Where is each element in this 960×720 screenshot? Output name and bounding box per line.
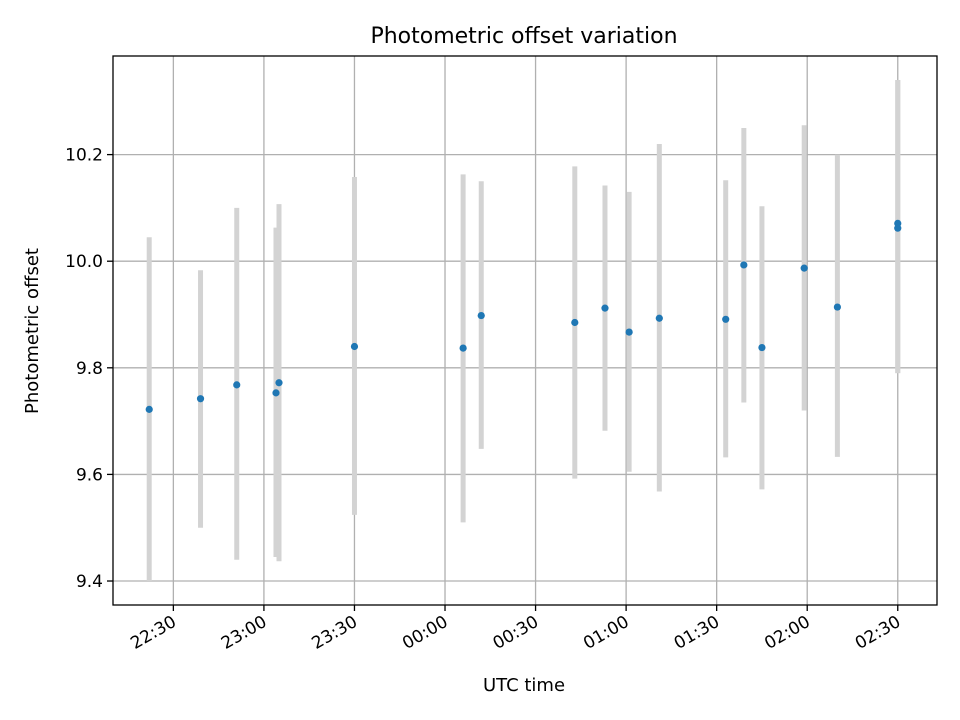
y-tick-label: 10.2 <box>65 146 103 166</box>
data-point <box>800 264 808 272</box>
data-point <box>722 315 730 323</box>
data-point <box>740 261 748 269</box>
x-tick-label: 00:00 <box>399 612 451 654</box>
data-point <box>571 318 579 327</box>
y-tick-label: 9.4 <box>76 572 103 592</box>
data-point <box>655 314 663 322</box>
y-axis-label: Photometric offset <box>22 248 43 414</box>
data-point <box>350 342 359 351</box>
x-tick-label: 02:00 <box>761 612 813 654</box>
data-point <box>272 389 280 397</box>
data-point <box>601 304 609 312</box>
data-point <box>477 311 485 320</box>
data-point <box>275 379 283 387</box>
data-point <box>459 344 467 352</box>
x-tick-label: 01:30 <box>671 612 723 654</box>
data-point <box>894 224 902 232</box>
data-point <box>145 405 153 413</box>
x-axis-label: UTC time <box>483 675 565 696</box>
x-tick-label: 23:00 <box>218 612 270 654</box>
x-tick-label: 00:30 <box>490 612 542 654</box>
x-tick-label: 23:30 <box>309 612 361 654</box>
y-tick-label: 9.8 <box>76 359 103 379</box>
y-axis-ticks: 9.4 9.6 9.8 10.0 10.2 <box>65 146 113 592</box>
x-tick-label: 22:30 <box>127 612 179 654</box>
x-axis-ticks: 22:30 23:00 23:30 00:00 00:30 01:00 01:30 02:00… <box>127 605 904 654</box>
x-tick-label: 02:30 <box>852 612 904 654</box>
plot-frame <box>112 55 938 606</box>
data-point <box>196 395 205 403</box>
chart-title: Photometric offset variation <box>370 24 677 49</box>
x-tick-label: 01:00 <box>580 612 632 654</box>
data-point <box>833 303 841 311</box>
y-tick-label: 10.0 <box>65 252 103 272</box>
data-point <box>758 343 766 352</box>
data-point <box>625 328 633 336</box>
data-point <box>233 381 241 389</box>
y-tick-label: 9.6 <box>76 465 103 485</box>
data-points <box>145 219 902 413</box>
